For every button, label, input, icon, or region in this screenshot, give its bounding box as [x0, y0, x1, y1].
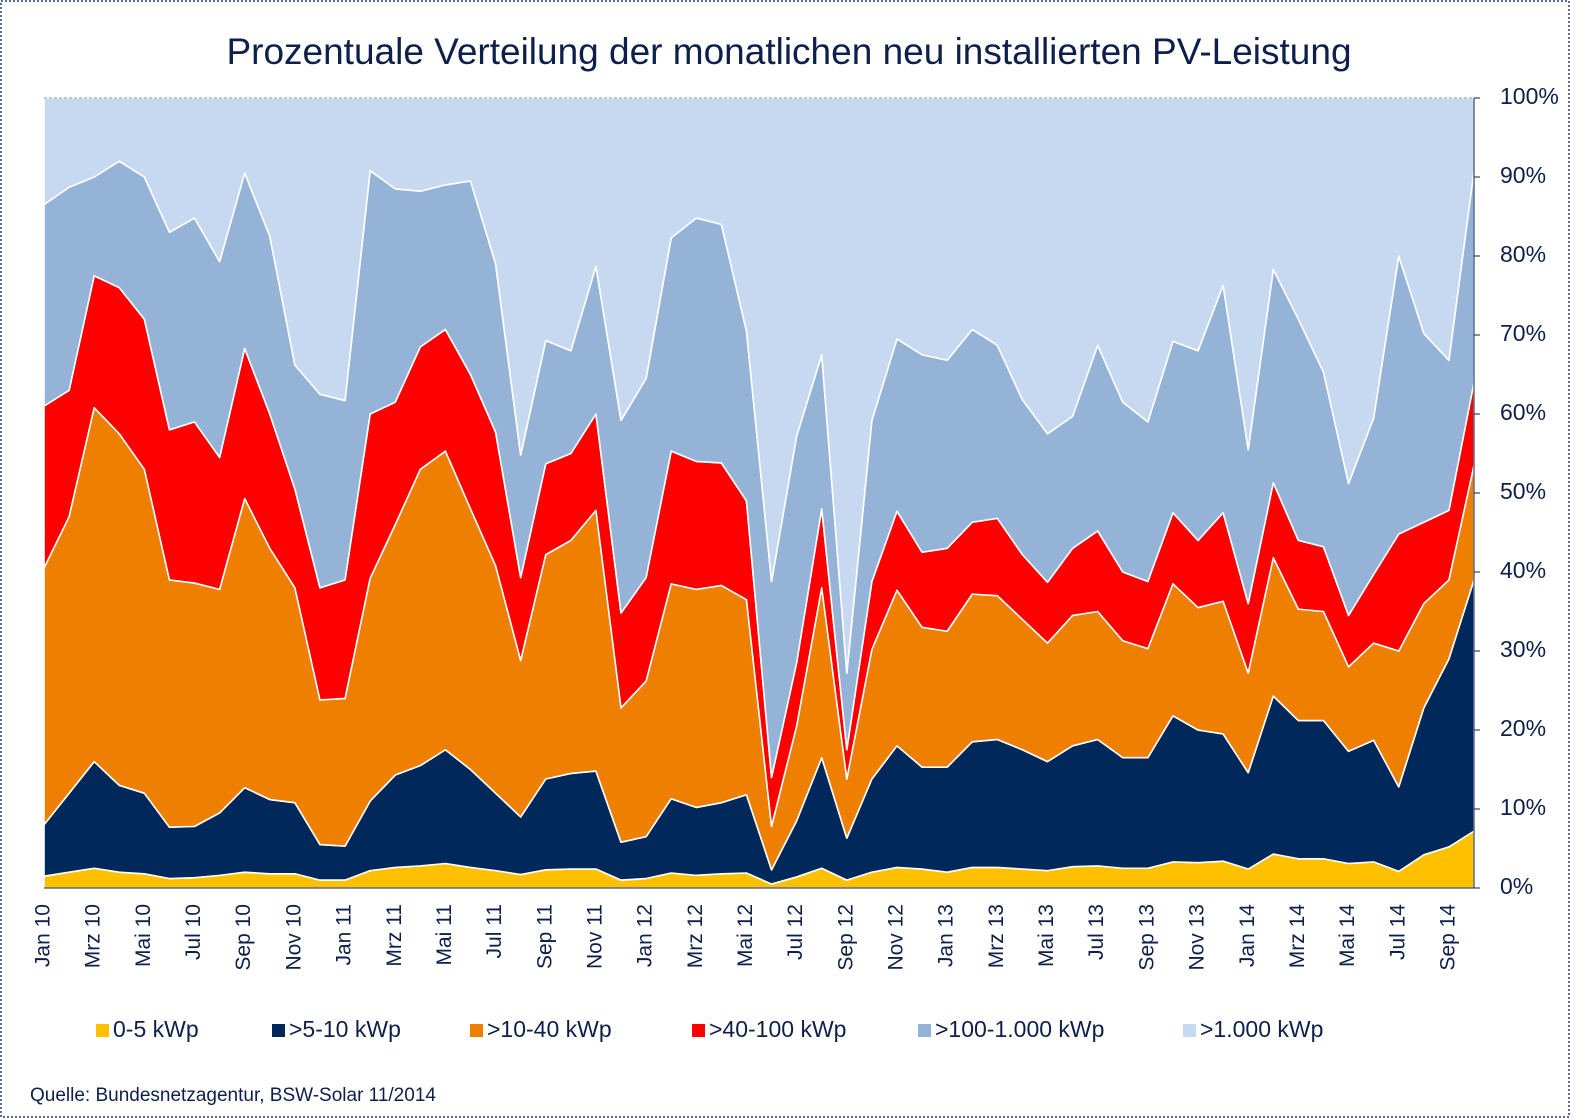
y-tick-label: 40% [1500, 557, 1546, 583]
y-tick-label: 20% [1500, 715, 1546, 741]
x-tick-label: Mrz 12 [684, 904, 707, 968]
y-tick-label: 50% [1500, 478, 1546, 504]
y-tick-label: 30% [1500, 636, 1546, 662]
x-tick-label: Nov 11 [583, 904, 606, 969]
x-tick-label: Nov 10 [282, 904, 305, 971]
x-tick-label: Sep 14 [1436, 904, 1459, 971]
x-tick-label: Jan 11 [333, 904, 356, 966]
x-tick-label: Jan 13 [935, 904, 958, 967]
x-tick-label: Mai 12 [734, 904, 757, 967]
x-tick-label: Nov 12 [885, 904, 908, 971]
legend-label: 0-5 kWp [113, 1016, 199, 1042]
y-tick-label: 100% [1500, 83, 1559, 109]
legend-swatch [1183, 1024, 1196, 1037]
legend-label: >5-10 kWp [289, 1016, 401, 1042]
legend-label: >10-40 kWp [487, 1016, 612, 1042]
x-tick-label: Mai 13 [1035, 904, 1058, 967]
legend-swatch [96, 1024, 109, 1037]
legend-label: >100-1.000 kWp [935, 1016, 1104, 1042]
x-tick-label: Nov 13 [1186, 904, 1209, 971]
legend-swatch [470, 1024, 483, 1037]
legend-swatch [272, 1024, 285, 1037]
source: Quelle: Bundesnetzagentur, BSW-Solar 11/… [30, 1085, 436, 1106]
x-tick-label: Jul 12 [784, 904, 807, 960]
legend-swatch [918, 1024, 931, 1037]
y-tick-label: 0% [1500, 873, 1533, 899]
x-tick-label: Sep 10 [232, 904, 255, 971]
x-tick-label: Jan 14 [1236, 904, 1259, 967]
legend-swatch [692, 1024, 705, 1037]
y-tick-label: 10% [1500, 794, 1546, 820]
x-tick-label: Mai 11 [433, 904, 456, 965]
x-tick-label: Sep 11 [533, 904, 556, 969]
legend-label: >1.000 kWp [1200, 1016, 1323, 1042]
y-tick-label: 90% [1500, 162, 1546, 188]
x-tick-label: Mrz 11 [383, 904, 406, 967]
y-tick-label: 60% [1500, 399, 1546, 425]
x-tick-label: Mai 10 [132, 904, 155, 967]
chart-title: Prozentuale Verteilung der monatlichen n… [226, 31, 1351, 72]
x-tick-label: Jul 11 [483, 904, 506, 958]
x-tick-label: Jan 12 [634, 904, 657, 967]
x-tick-label: Mrz 14 [1286, 904, 1309, 969]
y-tick-label: 70% [1500, 320, 1546, 346]
y-tick-label: 80% [1500, 241, 1546, 267]
x-tick-label: Mai 14 [1336, 904, 1359, 967]
x-tick-label: Mrz 13 [985, 904, 1008, 968]
x-tick-label: Mrz 10 [82, 904, 105, 968]
x-tick-label: Jan 10 [32, 904, 55, 967]
x-tick-label: Jul 10 [182, 904, 205, 960]
x-tick-label: Sep 13 [1135, 904, 1158, 971]
x-tick-label: Sep 12 [834, 904, 857, 971]
x-tick-label: Jul 13 [1085, 904, 1108, 960]
x-tick-label: Jul 14 [1386, 904, 1409, 960]
legend-label: >40-100 kWp [709, 1016, 846, 1042]
